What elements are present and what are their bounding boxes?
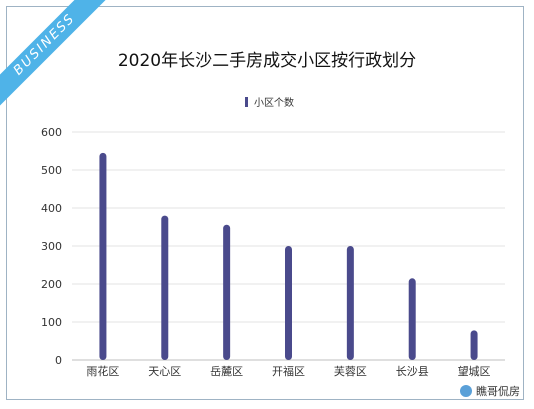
x-tick-label: 雨花区	[86, 365, 119, 378]
y-tick-label: 100	[41, 316, 62, 329]
legend-label: 小区个数	[254, 98, 294, 109]
bar-1	[99, 152, 107, 360]
bar-3	[223, 224, 231, 360]
x-tick-label: 岳麓区	[210, 365, 243, 378]
y-tick-label: 200	[41, 278, 62, 291]
y-tick-label: 300	[41, 240, 62, 253]
watermark-text: 瞧哥侃房	[476, 385, 520, 398]
bar-4	[285, 246, 292, 360]
bar-7	[470, 330, 478, 360]
chart-title: 2020年长沙二手房成交小区按行政划分	[117, 51, 417, 71]
bar-6	[408, 278, 416, 360]
wechat-icon	[460, 385, 472, 397]
legend: 小区个数	[245, 94, 294, 109]
bar-2	[161, 215, 169, 360]
x-tick-label: 长沙县	[396, 365, 429, 378]
x-tick-label: 开福区	[272, 364, 305, 378]
y-tick-label: 400	[41, 202, 62, 215]
legend-swatch	[245, 96, 248, 107]
bar-5	[346, 246, 354, 360]
y-tick-label: 0	[55, 354, 62, 367]
chart-frame	[6, 6, 524, 400]
watermark: 瞧哥侃房	[460, 383, 520, 399]
x-tick-label: 天心区	[148, 365, 181, 378]
x-tick-label: 芙蓉区	[334, 364, 367, 378]
y-tick-label: 500	[41, 164, 62, 177]
y-tick-label: 600	[41, 126, 62, 139]
x-tick-label: 望城区	[458, 365, 491, 378]
